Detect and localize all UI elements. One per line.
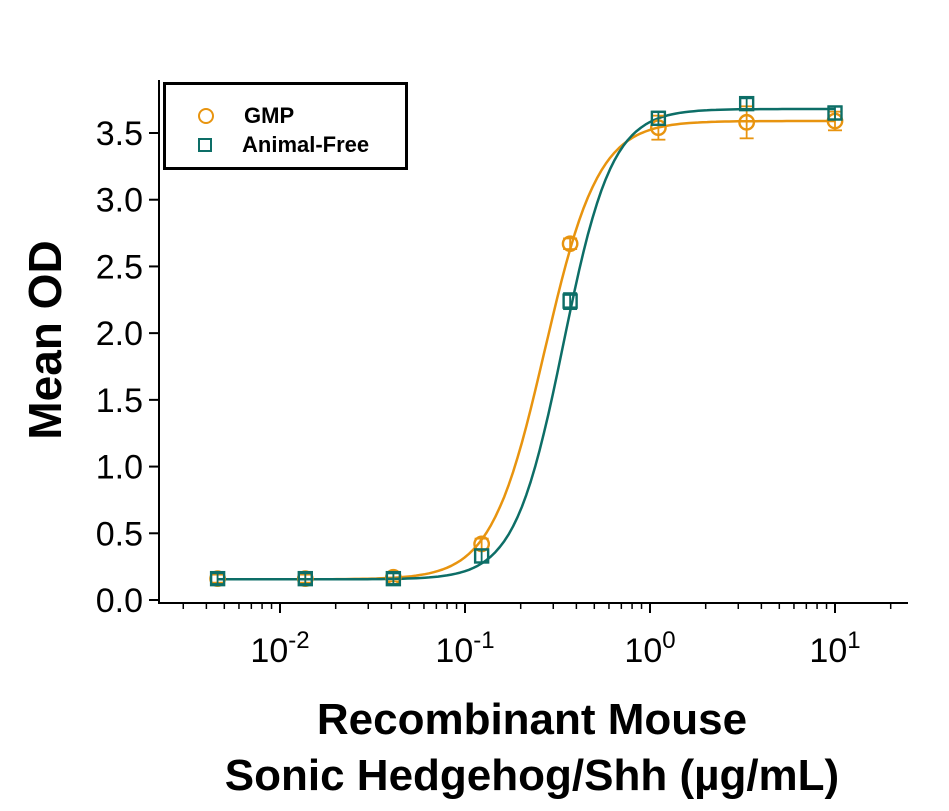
legend-item-animal-free: Animal-Free: [166, 130, 369, 160]
y-tick-label: 1.0: [96, 449, 143, 487]
y-tick-label: 0.5: [96, 515, 143, 553]
legend-box: GMP Animal-Free: [163, 82, 408, 170]
legend-label-animal-free: Animal-Free: [242, 132, 370, 157]
animal-free-data-point: [385, 570, 402, 587]
y-tick-label: 3.0: [96, 182, 143, 220]
x-tick-label: 10-2: [250, 627, 309, 670]
y-tick-label: 3.5: [96, 115, 143, 153]
legend-label-gmp: GMP: [244, 103, 295, 128]
gmp-data-point: [561, 235, 579, 253]
animal-free-data-point: [650, 110, 667, 127]
animal-free-data-point: [827, 105, 843, 121]
y-axis-title: Mean OD: [19, 240, 71, 440]
animal-free-fit-curve: [217, 107, 835, 581]
animal-free-data-point: [297, 570, 313, 587]
x-tick-label: 10-1: [435, 627, 494, 670]
y-tick-label: 2.5: [96, 248, 143, 286]
y-tick-label: 0.0: [96, 582, 143, 620]
x-axis-title: Recombinant Mouse Sonic Hedgehog/Shh (µg…: [182, 692, 882, 804]
x-axis-title-line-2: Sonic Hedgehog/Shh (µg/mL): [224, 751, 840, 800]
animal-free-data-point: [562, 293, 578, 309]
animal-free-data-point: [209, 570, 226, 587]
x-tick-label: 100: [624, 627, 675, 670]
animal-free-data-point: [473, 548, 490, 564]
y-tick-label: 1.5: [96, 382, 143, 420]
x-tick-label: 101: [809, 627, 860, 670]
y-tick-label: 2.0: [96, 315, 143, 353]
gmp-circle-marker-icon: [198, 108, 214, 124]
animal-free-data-point: [738, 95, 755, 112]
animal-free-square-marker-icon: [198, 138, 212, 152]
gmp-data-point: [738, 113, 756, 131]
x-axis-title-line-1: Recombinant Mouse: [316, 695, 748, 744]
legend-item-gmp: GMP: [166, 101, 294, 131]
gmp-fit-curve: [217, 119, 835, 581]
